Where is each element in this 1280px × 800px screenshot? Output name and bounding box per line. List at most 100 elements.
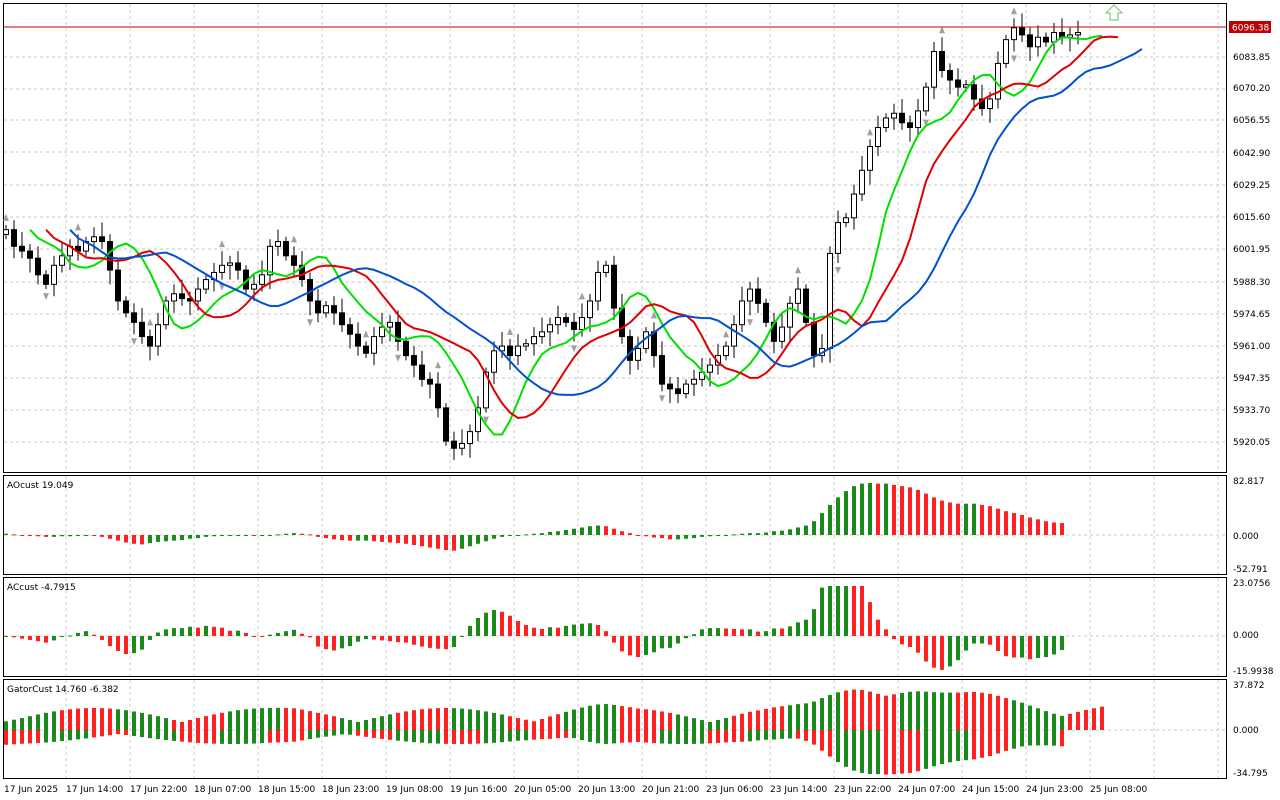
ma-red-line <box>45 35 1119 419</box>
ao-bar <box>412 535 416 546</box>
fractal-up-icon <box>219 240 225 248</box>
gator-lower-bar <box>164 730 168 741</box>
gator-upper-bar <box>156 716 160 730</box>
ac-tick: -15.9938 <box>1233 667 1274 677</box>
gator-upper-bar <box>20 718 24 730</box>
candle-body <box>731 324 737 347</box>
gator-pane[interactable] <box>3 679 1227 779</box>
gator-lower-bar <box>52 730 56 742</box>
candle-body <box>259 274 265 285</box>
gator-lower-bar <box>996 730 1000 754</box>
gator-upper-bar <box>972 692 976 730</box>
time-tick: 18 Jun 07:00 <box>194 785 251 795</box>
candle-body <box>203 279 209 290</box>
ac-bar <box>724 628 728 636</box>
candle-body <box>971 84 977 100</box>
ao-bar <box>364 535 368 541</box>
time-tick: 18 Jun 15:00 <box>258 785 315 795</box>
candle-body <box>227 262 233 266</box>
ac-bar <box>236 630 240 636</box>
ao-histogram <box>4 483 1064 551</box>
ac-bar <box>316 636 320 647</box>
ao-bar <box>492 535 496 539</box>
gator-lower-bar <box>620 730 624 743</box>
gator-lower-bar <box>108 730 112 736</box>
candle-body <box>1011 27 1017 41</box>
ao-tick: 82.817 <box>1233 477 1265 487</box>
gator-lower-bar <box>172 730 176 741</box>
fractal-down-icon <box>43 293 49 301</box>
ac-bar <box>1060 636 1064 651</box>
gator-upper-bar <box>572 709 576 730</box>
ao-bar <box>332 535 336 540</box>
candle-body <box>115 269 121 302</box>
gator-lower-bar <box>36 730 40 744</box>
gator-upper-bar <box>260 708 264 730</box>
ac-bar <box>748 629 752 636</box>
ao-bar <box>220 535 224 536</box>
ao-bar <box>444 535 448 551</box>
candle-body <box>859 169 865 195</box>
gator-upper-bar <box>780 706 784 730</box>
ac-bar <box>580 623 584 636</box>
gator-lower-bar <box>932 730 936 767</box>
ac-pane[interactable] <box>3 577 1227 677</box>
gator-lower-bar <box>484 730 488 744</box>
price-pane[interactable] <box>3 3 1227 473</box>
gator-lower-bar <box>724 730 728 743</box>
candle-body <box>139 321 145 338</box>
candle-body <box>803 288 809 323</box>
ao-bar <box>884 483 888 535</box>
ac-bar <box>684 636 688 639</box>
candle-body <box>219 264 225 273</box>
gator-upper-bar <box>964 692 968 730</box>
ac-bar <box>444 636 448 650</box>
ao-bar <box>372 535 376 542</box>
candle-body <box>483 371 489 409</box>
gator-lower-bar <box>12 730 16 745</box>
candle-body <box>907 122 913 129</box>
gator-upper-bar <box>812 701 816 730</box>
gator-lower-bar <box>1060 730 1064 747</box>
gator-upper-bar <box>1076 711 1080 730</box>
ao-bar <box>620 531 624 535</box>
ac-bar <box>324 636 328 650</box>
gator-lower-bar <box>908 730 912 773</box>
gator-lower-bar <box>148 730 152 739</box>
ac-bar <box>972 636 976 644</box>
ac-bar <box>404 636 408 643</box>
ao-pane[interactable] <box>3 475 1227 575</box>
candle-body <box>427 378 433 385</box>
ac-bar <box>996 636 1000 651</box>
gator-lower-bar <box>212 730 216 744</box>
gator-lower-bar <box>444 730 448 744</box>
ac-bar <box>476 617 480 636</box>
gator-upper-bar <box>492 712 496 730</box>
candle-body <box>251 283 257 290</box>
gator-lower-bar <box>836 730 840 763</box>
gator-upper-bar <box>300 709 304 730</box>
gator-upper-bar <box>692 718 696 730</box>
gator-upper-bar <box>788 705 792 730</box>
price-tick: 6070.20 <box>1233 84 1270 94</box>
ao-bar <box>420 535 424 547</box>
candle-body <box>883 117 889 129</box>
gator-upper-bar <box>1028 705 1032 730</box>
time-tick: 23 Jun 14:00 <box>770 785 827 795</box>
time-tick: 17 Jun 22:00 <box>130 785 187 795</box>
ac-bar <box>380 636 384 641</box>
ac-bar <box>388 636 392 642</box>
fractal-down-icon <box>659 395 665 403</box>
candle-body <box>315 300 321 314</box>
ac-bar <box>420 636 424 647</box>
gator-upper-bar <box>380 716 384 730</box>
gator-upper-bar <box>940 692 944 730</box>
gator-lower-bar <box>196 730 200 743</box>
gator-upper-bar <box>452 708 456 730</box>
gator-upper-bar <box>1052 713 1056 730</box>
ac-bar <box>36 636 40 642</box>
fractal-up-icon <box>3 213 9 221</box>
gator-upper-bar <box>1060 715 1064 730</box>
gator-upper-bar <box>148 714 152 730</box>
